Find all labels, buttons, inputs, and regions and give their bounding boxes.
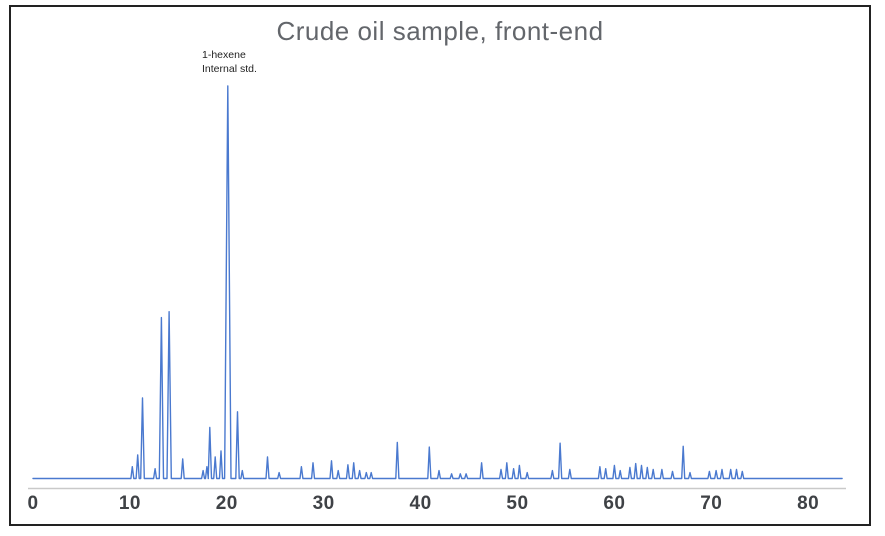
peak-annotation-line1: 1-hexene bbox=[202, 49, 246, 61]
x-axis-tick-label: 80 bbox=[797, 493, 820, 514]
x-axis-tick-label: 20 bbox=[215, 493, 238, 514]
x-axis-tick-label: 40 bbox=[409, 493, 432, 514]
x-axis-tick-label: 70 bbox=[700, 493, 723, 514]
x-axis-tick-label: 10 bbox=[118, 493, 141, 514]
peak-annotation: 1-hexene Internal std. bbox=[202, 49, 257, 77]
x-axis-tick-label: 60 bbox=[603, 493, 626, 514]
x-axis-tick-label: 30 bbox=[312, 493, 335, 514]
x-axis-tick-label: 0 bbox=[27, 493, 39, 514]
chart-frame bbox=[9, 5, 871, 526]
peak-annotation-line2: Internal std. bbox=[202, 62, 257, 75]
chart-title: Crude oil sample, front-end bbox=[276, 16, 604, 46]
x-axis-tick-label: 50 bbox=[506, 493, 529, 514]
